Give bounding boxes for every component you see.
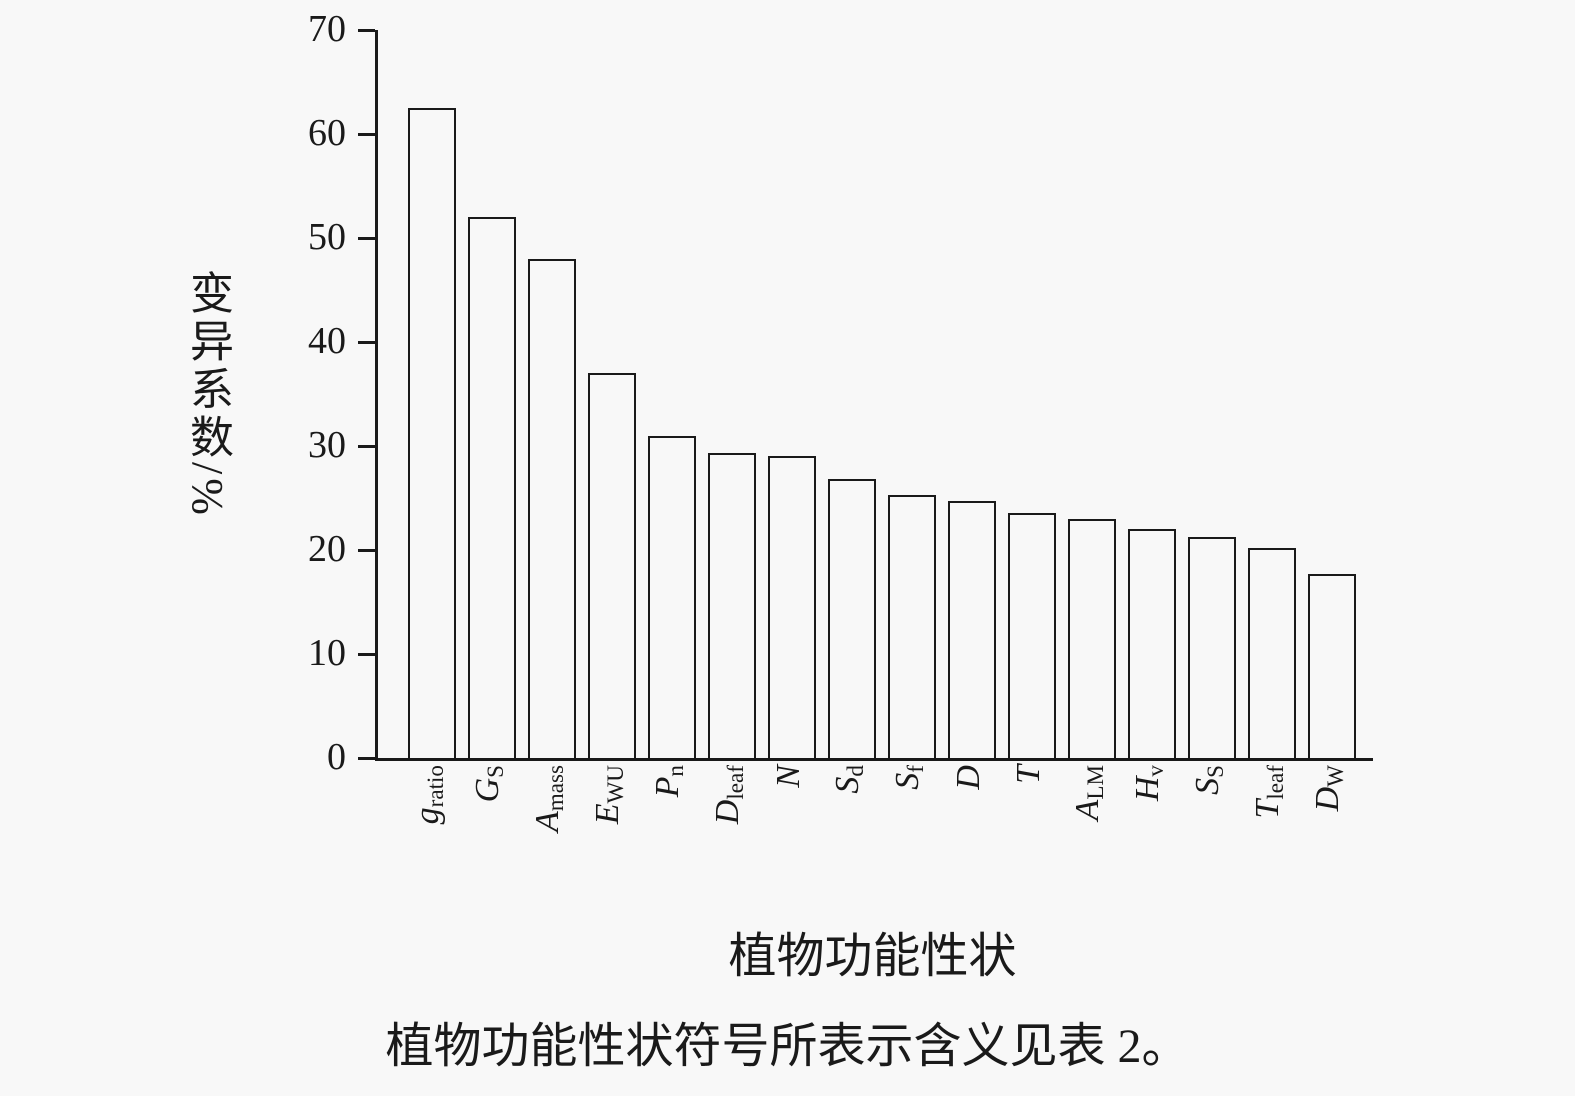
y-tick-mark [358, 132, 375, 136]
y-tick-mark [358, 340, 375, 344]
x-tick-slot: Tleaf [1245, 765, 1293, 915]
bar [768, 456, 816, 758]
y-tick-label: 70 [308, 8, 346, 50]
x-tick-label: GS [468, 765, 509, 803]
figure-caption: 植物功能性状符号所表示含义见表 2。 [385, 1020, 1190, 1073]
x-tick-label: DW [1308, 765, 1349, 812]
bar [948, 501, 996, 758]
x-tick-slot: T [1005, 765, 1053, 915]
y-tick-mark [358, 28, 375, 32]
y-tick-mark [358, 756, 375, 760]
x-tick-label: gratio [408, 765, 449, 825]
bar [408, 108, 456, 758]
bar [1128, 529, 1176, 758]
plot-area: 0 10 20 30 40 50 60 70 [308, 10, 1373, 776]
x-tick-slot: Hv [1125, 765, 1173, 915]
y-tick-mark [358, 444, 375, 448]
bar [888, 494, 936, 758]
bar [1068, 518, 1116, 758]
y-tick-mark [358, 236, 375, 240]
x-tick-slot: Pn [645, 765, 693, 915]
y-tick-mark [358, 548, 375, 552]
bar [1008, 512, 1056, 758]
x-tick-label: ALM [1068, 765, 1109, 821]
bar [1188, 536, 1236, 758]
x-tick-slot: DW [1305, 765, 1353, 915]
y-tick-label: 10 [308, 632, 346, 674]
x-tick-label: EWU [588, 765, 629, 825]
x-tick-label: SS [1188, 765, 1229, 795]
x-tick-slot: Sf [885, 765, 933, 915]
bars [408, 30, 1356, 758]
x-tick-slot: SS [1185, 765, 1233, 915]
y-axis-title: 变异系数/% [183, 269, 232, 519]
x-tick-label: Dleaf [708, 765, 749, 825]
x-tick-label: N [770, 765, 808, 788]
x-tick-slot: GS [465, 765, 513, 915]
x-axis-title: 植物功能性状 [728, 930, 1017, 983]
y-tick-mark [358, 652, 375, 656]
y-tick-label: 60 [308, 112, 346, 154]
x-tick-slot: EWU [585, 765, 633, 915]
x-tick-slot: D [945, 765, 993, 915]
x-tick-label: D [950, 765, 988, 790]
bar [1308, 573, 1356, 758]
x-tick-slot: gratio [405, 765, 453, 915]
x-tick-slot: Amass [525, 765, 573, 915]
y-tick-label: 30 [308, 424, 346, 466]
x-tick-slot: N [765, 765, 813, 915]
x-tick-slot: Dleaf [705, 765, 753, 915]
x-tick-label: Sf [888, 765, 929, 790]
x-tick-slot: Sd [825, 765, 873, 915]
x-tick-label: Pn [648, 765, 689, 798]
bar [1248, 547, 1296, 758]
bar [528, 258, 576, 758]
y-tick-label: 20 [308, 528, 346, 570]
x-tick-label: Sd [828, 765, 869, 794]
x-tick-label: Hv [1128, 765, 1169, 802]
x-tick-label: T [1010, 765, 1048, 784]
bar [588, 373, 636, 758]
y-tick-label: 0 [327, 736, 346, 778]
bar [828, 479, 876, 758]
bar [708, 453, 756, 758]
x-tick-labels: gratio GS Amass EWU Pn Dleaf N Sd Sf D T ALM Hv SS Tle… [405, 765, 1353, 915]
bar [648, 435, 696, 758]
y-tick-label: 40 [308, 320, 346, 362]
x-tick-slot: ALM [1065, 765, 1113, 915]
x-tick-label: Tleaf [1248, 765, 1289, 819]
y-tick-label: 50 [308, 216, 346, 258]
x-tick-label: Amass [528, 765, 569, 833]
bar [468, 217, 516, 758]
